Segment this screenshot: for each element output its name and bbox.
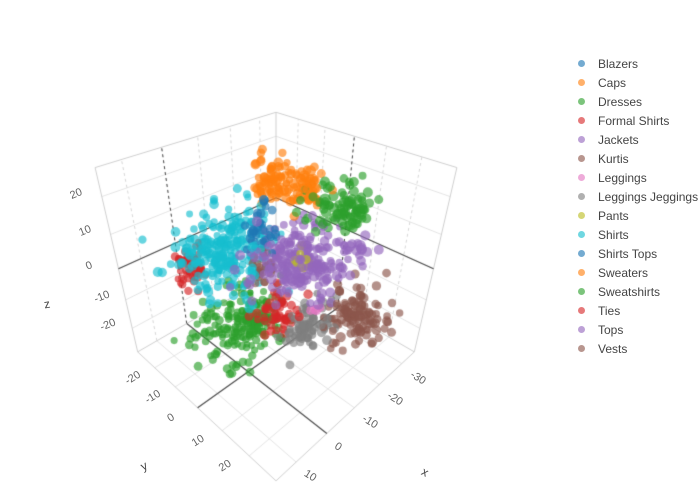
legend-label: Tops <box>598 322 624 337</box>
legend: Blazers Caps Dresses Formal Shirts Jacke… <box>566 54 698 358</box>
legend-item-dresses[interactable]: Dresses <box>566 92 698 111</box>
legend-item-shirts-tops[interactable]: Shirts Tops <box>566 244 698 263</box>
legend-item-leggings-jeggings[interactable]: Leggings Jeggings <box>566 187 698 206</box>
legend-label: Pants <box>598 208 629 223</box>
legend-marker <box>578 174 585 181</box>
legend-item-caps[interactable]: Caps <box>566 73 698 92</box>
legend-label: Caps <box>598 75 627 90</box>
legend-marker <box>578 231 585 238</box>
legend-marker <box>578 155 585 162</box>
legend-item-kurtis[interactable]: Kurtis <box>566 149 698 168</box>
legend-label: Sweatshirts <box>598 284 661 299</box>
legend-item-ties[interactable]: Ties <box>566 301 698 320</box>
legend-marker <box>578 326 585 333</box>
legend-item-sweatshirts[interactable]: Sweatshirts <box>566 282 698 301</box>
scatter3d-canvas[interactable] <box>0 0 545 500</box>
legend-label: Kurtis <box>598 151 629 166</box>
legend-label: Jackets <box>598 132 639 147</box>
legend-item-shirts[interactable]: Shirts <box>566 225 698 244</box>
legend-item-pants[interactable]: Pants <box>566 206 698 225</box>
legend-marker <box>578 250 585 257</box>
legend-label: Leggings Jeggings <box>598 189 699 204</box>
legend-item-leggings[interactable]: Leggings <box>566 168 698 187</box>
legend-marker <box>578 60 585 67</box>
legend-item-sweaters[interactable]: Sweaters <box>566 263 698 282</box>
legend-item-formal-shirts[interactable]: Formal Shirts <box>566 111 698 130</box>
legend-label: Leggings <box>598 170 647 185</box>
legend-marker <box>578 307 585 314</box>
legend-item-tops[interactable]: Tops <box>566 320 698 339</box>
legend-label: Shirts Tops <box>598 246 658 261</box>
legend-marker <box>578 212 585 219</box>
legend-label: Dresses <box>598 94 643 109</box>
legend-marker <box>578 136 585 143</box>
legend-label: Formal Shirts <box>598 113 670 128</box>
legend-label: Vests <box>598 341 628 356</box>
legend-marker <box>578 98 585 105</box>
legend-item-blazers[interactable]: Blazers <box>566 54 698 73</box>
legend-item-jackets[interactable]: Jackets <box>566 130 698 149</box>
legend-label: Shirts <box>598 227 629 242</box>
legend-marker <box>578 117 585 124</box>
legend-label: Ties <box>598 303 621 318</box>
legend-marker <box>578 79 585 86</box>
legend-label: Sweaters <box>598 265 649 280</box>
scene-3d: -30 -20 -10 0 10 -20 -10 0 10 20 -20 -10 0 10 20 x y z <box>0 0 545 500</box>
legend-marker <box>578 288 585 295</box>
legend-marker <box>578 193 585 200</box>
legend-marker <box>578 269 585 276</box>
legend-label: Blazers <box>598 56 639 71</box>
legend-marker <box>578 345 585 352</box>
legend-item-vests[interactable]: Vests <box>566 339 698 358</box>
